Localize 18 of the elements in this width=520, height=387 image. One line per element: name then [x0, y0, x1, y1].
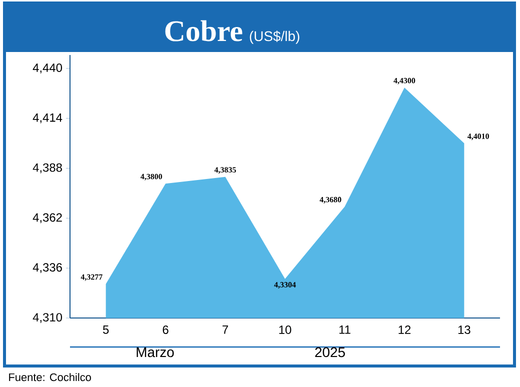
x-tick-label: 11 — [339, 326, 350, 334]
chart-subtitle: (US$/lb) — [250, 30, 300, 44]
source-note: Fuente: Cochilco — [9, 373, 91, 382]
chart-title: Cobre — [165, 20, 242, 42]
y-tick-label: 4,414 — [32, 113, 62, 124]
text: Marzo — [136, 347, 174, 358]
x-tick-label: 7 — [222, 326, 228, 334]
x-tick-label: 6 — [162, 326, 168, 334]
x-tick-label: 10 — [279, 326, 292, 334]
x-tick-label: 13 — [458, 326, 470, 334]
x-tick-label: 5 — [103, 326, 109, 334]
y-tick-label: 4,388 — [32, 163, 62, 174]
x-tick-label: 12 — [398, 326, 410, 334]
text: 2025 — [315, 347, 345, 358]
y-tick-label: 4,362 — [32, 213, 62, 224]
y-tick-label: 4,440 — [32, 64, 62, 74]
y-tick-label: 4,310 — [32, 313, 62, 323]
y-tick-label: 4,336 — [32, 263, 62, 274]
